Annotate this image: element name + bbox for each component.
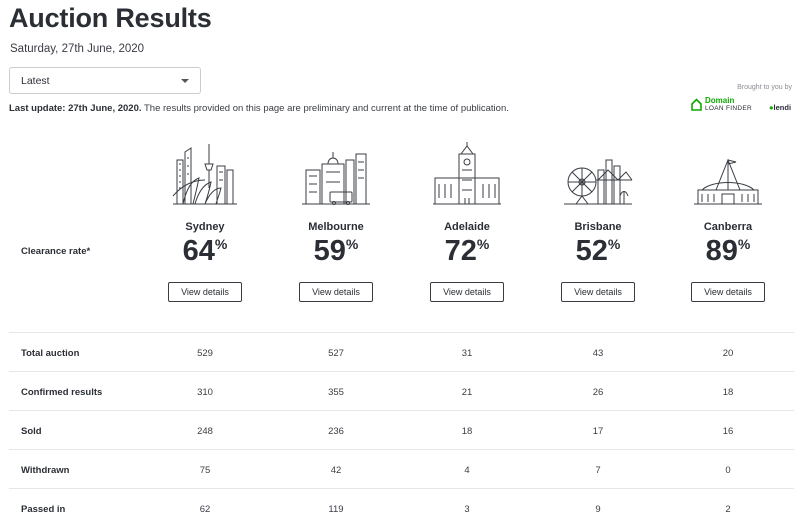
table-cell: 18	[461, 426, 473, 437]
results-date: Saturday, 27th June, 2020	[10, 43, 145, 55]
table-cell: 18	[722, 387, 734, 398]
table-row-passed-in: Passed in 62 119 3 9 2	[9, 488, 794, 527]
table-cell: 62	[199, 504, 211, 515]
row-label: Confirmed results	[21, 387, 103, 398]
table-cell: 26	[592, 387, 604, 398]
city-column-sydney: Sydney 64% View details	[145, 140, 265, 302]
melbourne-skyline-icon	[302, 152, 370, 205]
auction-stats-table: Total auction 529 527 31 43 20 Confirmed…	[9, 332, 794, 527]
table-cell: 3	[464, 504, 470, 515]
clearance-rate-value: 89%	[705, 235, 751, 267]
clearance-rate-label: Clearance rate*	[21, 246, 91, 257]
table-cell: 16	[722, 426, 734, 437]
row-label: Total auction	[21, 348, 80, 359]
lendi-logo[interactable]: ●lendi	[769, 103, 792, 112]
table-row-total-auction: Total auction 529 527 31 43 20	[9, 332, 794, 371]
lendi-logo-text: lendi	[773, 103, 792, 112]
city-name: Brisbane	[574, 221, 622, 233]
table-cell: 355	[328, 387, 344, 398]
table-cell: 17	[592, 426, 604, 437]
chevron-down-icon	[181, 79, 189, 83]
view-details-button[interactable]: View details	[561, 282, 635, 302]
results-filter-select[interactable]: Latest	[9, 67, 201, 94]
house-icon	[691, 98, 702, 111]
table-cell: 75	[199, 465, 211, 476]
city-name: Canberra	[703, 221, 753, 233]
canberra-skyline-icon	[694, 158, 762, 205]
table-cell: 9	[595, 504, 601, 515]
table-cell: 248	[197, 426, 213, 437]
adelaide-skyline-icon	[433, 142, 501, 205]
city-name: Adelaide	[444, 221, 490, 233]
view-details-button[interactable]: View details	[691, 282, 765, 302]
table-cell: 0	[725, 465, 731, 476]
update-notice: Last update: 27th June, 2020. The result…	[9, 103, 509, 114]
sydney-skyline-icon	[172, 144, 237, 205]
table-cell: 20	[722, 348, 734, 359]
update-date: Last update: 27th June, 2020.	[9, 103, 142, 114]
table-cell: 7	[595, 465, 601, 476]
table-row-sold: Sold 248 236 18 17 16	[9, 410, 794, 449]
clearance-rate-value: 52%	[575, 235, 621, 267]
update-text: The results provided on this page are pr…	[141, 103, 509, 114]
table-cell: 527	[328, 348, 344, 359]
clearance-rate-value: 64%	[182, 235, 228, 267]
brought-to-you-label: Brought to you by	[737, 84, 792, 91]
clearance-rate-value: 72%	[444, 235, 490, 267]
row-label: Sold	[21, 426, 42, 437]
city-column-melbourne: Melbourne 59% View details	[276, 140, 396, 302]
city-column-adelaide: Adelaide 72% View details	[407, 140, 527, 302]
select-value: Latest	[21, 75, 50, 87]
clearance-rate-value: 59%	[313, 235, 359, 267]
table-cell: 2	[725, 504, 731, 515]
view-details-button[interactable]: View details	[168, 282, 242, 302]
city-column-brisbane: Brisbane 52% View details	[538, 140, 658, 302]
view-details-button[interactable]: View details	[430, 282, 504, 302]
table-cell: 529	[197, 348, 213, 359]
view-details-button[interactable]: View details	[299, 282, 373, 302]
domain-logo-text: Domain	[705, 96, 735, 105]
row-label: Withdrawn	[21, 465, 70, 476]
table-row-withdrawn: Withdrawn 75 42 4 7 0	[9, 449, 794, 488]
table-cell: 119	[328, 504, 344, 515]
table-cell: 236	[328, 426, 344, 437]
loan-finder-logo-text: LOAN FINDER	[705, 105, 753, 112]
table-cell: 43	[592, 348, 604, 359]
table-cell: 310	[197, 387, 213, 398]
sponsor-logos: Domain LOAN FINDER ●lendi	[691, 96, 797, 116]
city-name: Melbourne	[308, 221, 364, 233]
row-label: Passed in	[21, 504, 66, 515]
page-title: Auction Results	[9, 3, 212, 33]
table-cell: 42	[330, 465, 342, 476]
city-column-canberra: Canberra 89% View details	[668, 140, 788, 302]
city-name: Sydney	[185, 221, 225, 233]
table-row-confirmed-results: Confirmed results 310 355 21 26 18	[9, 371, 794, 410]
table-cell: 31	[461, 348, 473, 359]
brisbane-skyline-icon	[564, 159, 633, 205]
domain-loan-finder-logo[interactable]: Domain LOAN FINDER	[691, 96, 761, 116]
table-cell: 21	[461, 387, 473, 398]
table-cell: 4	[464, 465, 470, 476]
